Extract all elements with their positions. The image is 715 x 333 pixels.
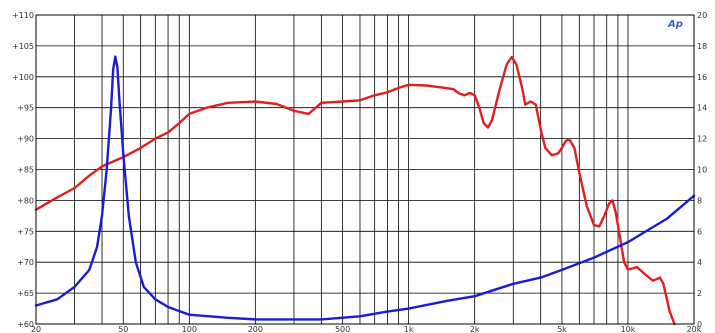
left-tick-label: +100 xyxy=(12,73,34,82)
series-group xyxy=(34,55,696,326)
ap-logo: Ap xyxy=(667,19,683,30)
plot-frame xyxy=(35,14,695,325)
right-tick-label: 8 xyxy=(697,196,702,205)
x-axis-ticks: 20 50 100 200 500 1k 2k 5k 10k 20k xyxy=(31,325,702,333)
x-tick-label: 5k xyxy=(557,325,567,333)
left-axis-ticks: +110 +105 +100 +95 +90 +85 +80 +75 +70 +65 +60 xyxy=(12,11,34,329)
left-tick-label: +105 xyxy=(12,42,34,51)
left-tick-label: +95 xyxy=(17,104,34,113)
x-tick-label: 200 xyxy=(248,325,263,333)
right-tick-label: 10 xyxy=(697,166,707,175)
x-tick-label: 100 xyxy=(182,325,197,333)
left-tick-label: +80 xyxy=(17,196,34,205)
left-tick-label: +90 xyxy=(17,135,34,144)
right-tick-label: 6 xyxy=(697,227,702,236)
left-tick-label: +70 xyxy=(17,258,34,267)
left-tick-label: +110 xyxy=(12,11,34,20)
right-tick-label: 18 xyxy=(697,42,707,51)
left-tick-label: +65 xyxy=(17,289,34,298)
right-tick-label: 4 xyxy=(697,258,702,267)
x-tick-label: 20k xyxy=(687,325,702,333)
left-tick-label: +60 xyxy=(17,320,34,329)
x-tick-label: 1k xyxy=(404,325,414,333)
right-tick-label: 12 xyxy=(697,135,707,144)
x-tick-label: 50 xyxy=(118,325,128,333)
right-tick-label: 0 xyxy=(697,320,702,329)
right-tick-label: 16 xyxy=(697,73,707,82)
left-tick-label: +85 xyxy=(17,166,34,175)
x-tick-label: 10k xyxy=(621,325,636,333)
right-tick-label: 14 xyxy=(697,104,707,113)
series-line-2 xyxy=(34,55,696,321)
x-tick-label: 500 xyxy=(335,325,350,333)
series-line-1 xyxy=(34,55,676,326)
x-tick-label: 2k xyxy=(470,325,480,333)
x-tick-label: 20 xyxy=(31,325,41,333)
right-tick-label: 20 xyxy=(697,11,707,20)
left-tick-label: +75 xyxy=(17,227,34,236)
right-tick-label: 2 xyxy=(697,289,702,298)
